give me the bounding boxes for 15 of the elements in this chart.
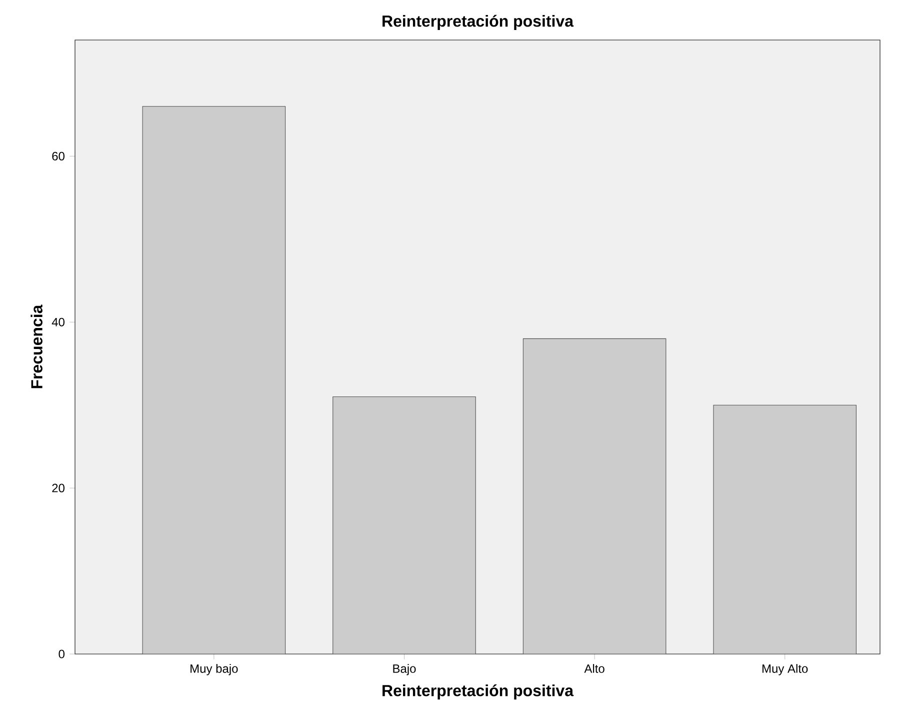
x-tick-label: Bajo	[393, 664, 416, 676]
y-tick-label: 20	[52, 484, 64, 492]
bar	[713, 404, 856, 654]
chart-title: Reinterpretación positiva	[382, 14, 574, 30]
y-axis-title: Frecuencia	[30, 304, 42, 388]
x-tick-label: Muy bajo	[190, 664, 238, 676]
x-axis-title: Reinterpretación positiva	[382, 684, 574, 700]
bar	[142, 106, 286, 654]
x-tick-label: Alto	[584, 664, 604, 673]
x-tick-label: Muy Alto	[762, 664, 808, 676]
y-tick-label: 40	[52, 318, 64, 326]
bar	[332, 396, 476, 654]
y-tick-label: 60	[52, 152, 64, 160]
bar	[522, 338, 666, 654]
y-tick-label: 0	[58, 650, 64, 658]
